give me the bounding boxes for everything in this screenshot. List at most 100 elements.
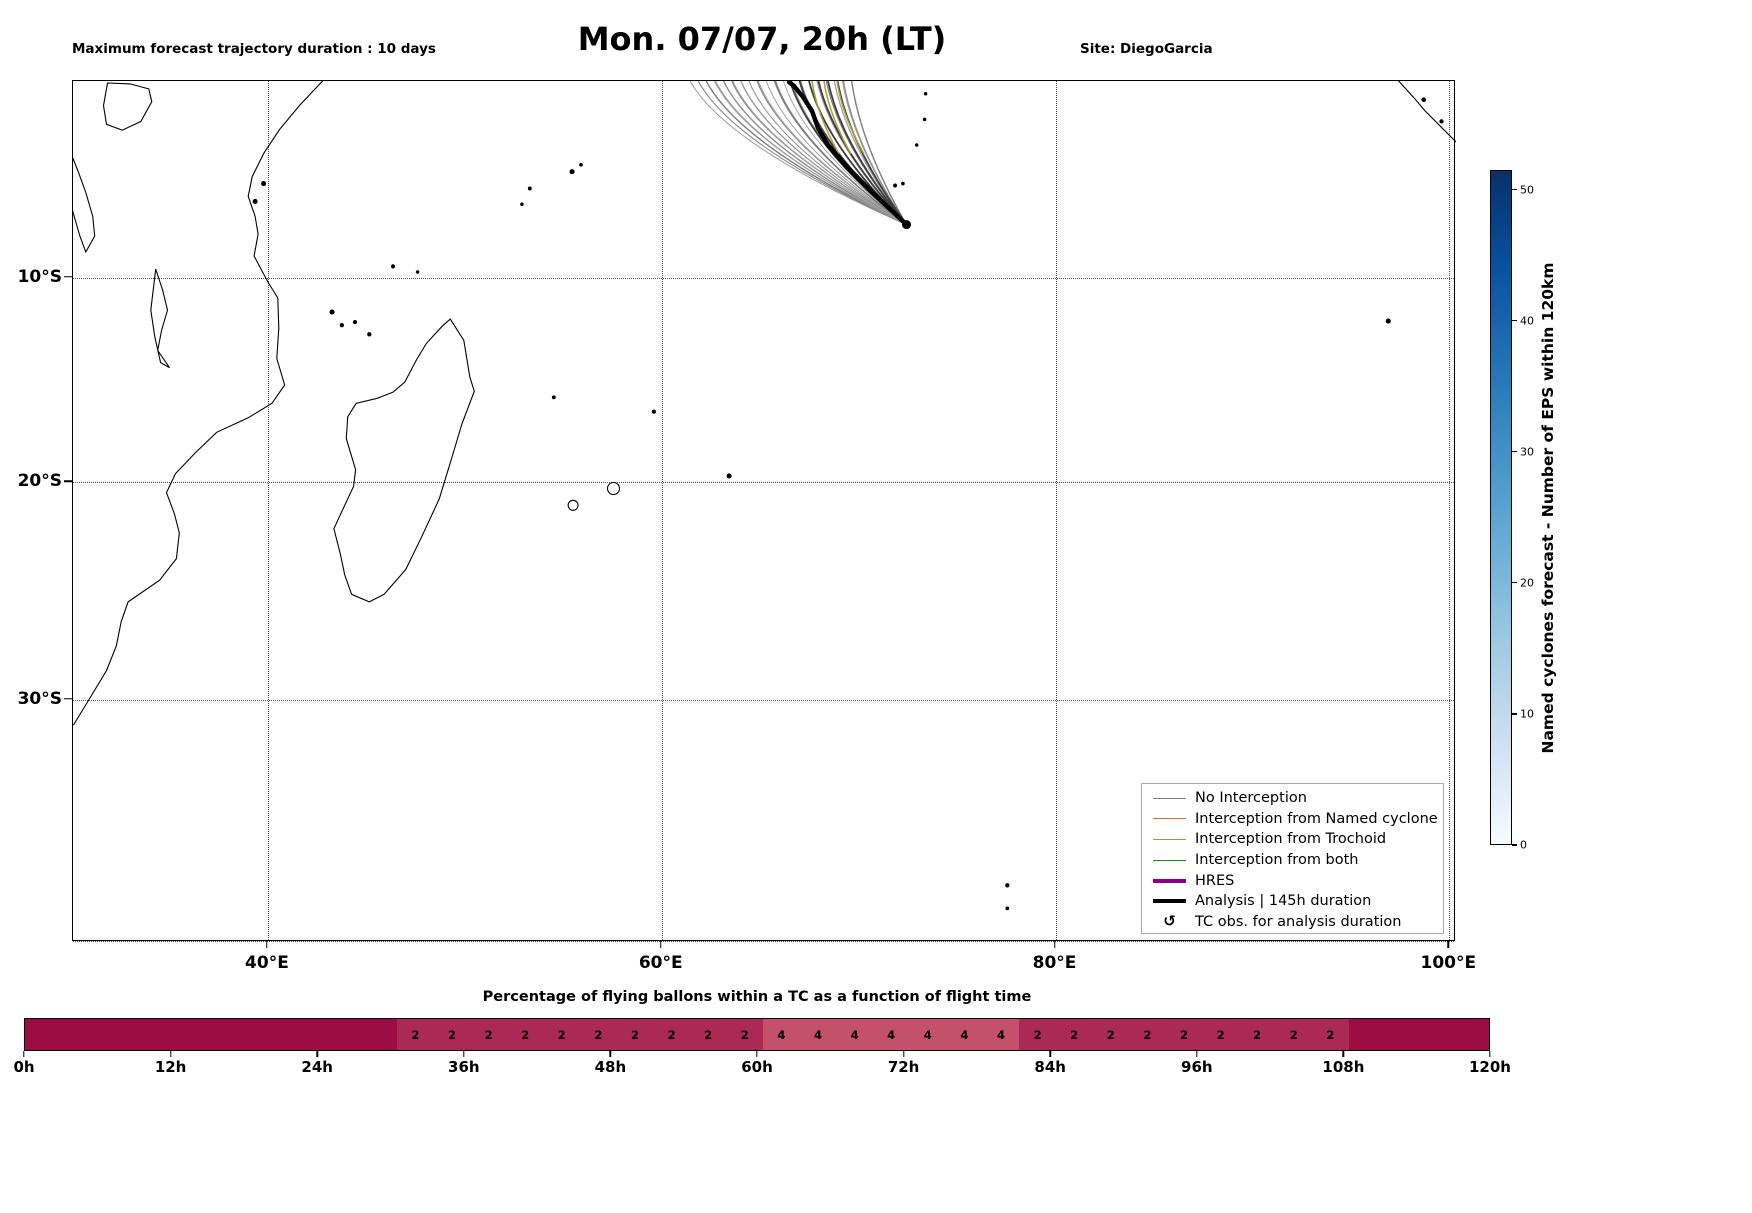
island xyxy=(579,162,583,167)
bar-tick-label: 108h xyxy=(1322,1058,1365,1076)
africa-coastline xyxy=(73,81,324,726)
bar-value-label: 2 xyxy=(1070,1027,1079,1042)
lake-malawi xyxy=(150,268,170,369)
bar-value-label: 2 xyxy=(1106,1027,1115,1042)
ensemble-trajectory xyxy=(722,81,907,226)
tc-percentage-bar: 2 2 2 2 2 2 2 2 2 2 4 4 4 4 4 4 4 2 2 2 2 2 2 2 2 2 xyxy=(24,1018,1490,1051)
bar-tick-label: 84h xyxy=(1034,1058,1066,1076)
island xyxy=(569,169,575,175)
island xyxy=(1439,119,1444,124)
bar-value-label: 4 xyxy=(923,1027,932,1042)
bar-tick-label: 36h xyxy=(448,1058,480,1076)
lat-tick-label: 30°S xyxy=(17,688,62,709)
island xyxy=(1385,318,1391,324)
ensemble-trajectory xyxy=(689,81,907,226)
figure-title: Mon. 07/07, 20h (LT) xyxy=(577,20,947,58)
bar-value-label: 4 xyxy=(887,1027,896,1042)
ensemble-trajectory xyxy=(714,81,907,226)
parallel-gridline xyxy=(73,941,1454,943)
legend-label: HRES xyxy=(1195,872,1235,889)
bar-value-label: 2 xyxy=(630,1027,640,1042)
bar-value-label: 4 xyxy=(813,1027,823,1042)
bar-value-label: 2 xyxy=(447,1027,457,1042)
colorbar-tickmark xyxy=(1512,451,1517,453)
bar-value-label: 4 xyxy=(850,1027,859,1042)
lon-tickmark xyxy=(266,941,268,948)
colorbar-tick-label: 20 xyxy=(1520,576,1534,590)
legend-label: Analysis | 145h duration xyxy=(1195,893,1372,910)
parallel-gridline xyxy=(73,277,1454,279)
island xyxy=(261,181,267,187)
island xyxy=(1005,883,1010,888)
legend-line xyxy=(1153,797,1186,799)
bar-tickmark xyxy=(463,1051,465,1057)
meridian-gridline xyxy=(661,81,663,940)
ensemble-trajectory xyxy=(757,81,907,226)
param-line-duration: Maximum forecast trajectory duration : 1… xyxy=(72,41,436,57)
legend-line-sample xyxy=(1153,838,1186,840)
bar-tickmark xyxy=(1489,1051,1491,1057)
lon-tickmark xyxy=(659,941,662,948)
colorbar-tick-label: 50 xyxy=(1520,183,1534,197)
bar-title: Percentage of flying ballons within a TC… xyxy=(482,989,1032,1005)
bar-value-label: 2 xyxy=(667,1027,676,1042)
colorbar-tickmark xyxy=(1512,844,1517,846)
colorbar-tick-label: 40 xyxy=(1520,314,1534,328)
ensemble-trajectory xyxy=(748,81,907,226)
island xyxy=(339,323,344,328)
island xyxy=(922,117,927,122)
lon-tickmark xyxy=(1053,941,1056,948)
bar-value-label: 4 xyxy=(960,1027,969,1042)
parallel-gridline xyxy=(73,482,1454,484)
island xyxy=(914,143,919,147)
island xyxy=(367,332,372,337)
bar-tick-label: 72h xyxy=(887,1058,920,1076)
bar-value-label: 2 xyxy=(1326,1027,1335,1042)
island xyxy=(551,395,556,400)
legend-label: No Interception xyxy=(1195,790,1307,807)
bar-tick-label: 48h xyxy=(594,1058,627,1076)
bar-value-label: 2 xyxy=(557,1027,566,1042)
bar-segment xyxy=(1019,1019,1349,1050)
bar-value-label: 2 xyxy=(1143,1027,1152,1042)
bar-value-label: 2 xyxy=(521,1027,530,1042)
island xyxy=(329,309,335,315)
lat-tickmark xyxy=(64,276,72,278)
island xyxy=(651,409,656,414)
lake-victoria xyxy=(102,82,153,131)
island xyxy=(352,319,358,325)
bar-tickmark xyxy=(316,1051,318,1057)
island xyxy=(567,499,579,511)
bar-value-label: 4 xyxy=(777,1027,786,1042)
ensemble-trajectory xyxy=(774,81,907,226)
parallel-gridline xyxy=(73,699,1454,701)
colorbar-tick-label: 0 xyxy=(1520,838,1527,852)
colorbar-tickmark xyxy=(1512,713,1517,715)
colorbar-tick-label: 10 xyxy=(1520,707,1534,721)
map-legend: No Interception Interception from Named c… xyxy=(1141,783,1444,934)
legend-line xyxy=(1153,838,1186,840)
lon-tick-label: 100°E xyxy=(1420,953,1477,973)
island xyxy=(606,481,621,496)
legend-line-sample xyxy=(1153,818,1186,820)
bar-tickmark xyxy=(609,1051,612,1057)
colorbar-tickmark xyxy=(1512,582,1517,584)
meridian-gridline xyxy=(267,81,269,940)
madagascar-coastline xyxy=(333,318,475,603)
bar-tick-label: 120h xyxy=(1469,1058,1511,1076)
bar-value-label: 2 xyxy=(1289,1027,1298,1042)
legend-line-sample xyxy=(1153,859,1186,861)
lake-tanganyika xyxy=(73,157,96,254)
ensemble-trajectory xyxy=(842,81,908,225)
bar-segment xyxy=(397,1019,764,1050)
bar-value-label: 2 xyxy=(1033,1027,1042,1042)
bar-tick-label: 0h xyxy=(13,1058,35,1076)
launch-site-dot xyxy=(902,220,911,230)
island xyxy=(901,181,905,186)
island xyxy=(520,202,524,207)
bar-segment xyxy=(25,1019,398,1050)
legend-item: HRES xyxy=(1142,870,1443,891)
legend-line xyxy=(1153,878,1186,883)
bar-value-label: 2 xyxy=(1216,1027,1225,1042)
